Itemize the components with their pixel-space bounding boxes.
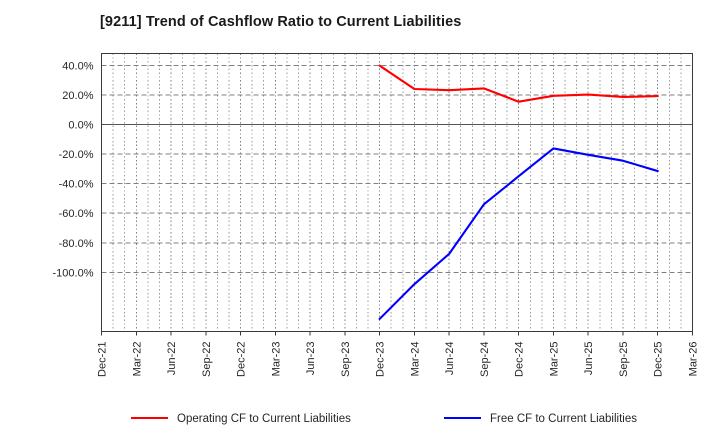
x-tick-label: Dec-24 — [514, 342, 526, 377]
x-tick-label: Sep-23 — [340, 342, 352, 377]
x-axis-tick-labels: Dec-21 Mar-22 Jun-22 Sep-22 Dec-22 Mar-23 Jun-… — [97, 342, 700, 377]
x-tick-label: Mar-22 — [131, 342, 143, 377]
y-tick-label: 0.0% — [68, 120, 93, 132]
x-tick-label: Jun-24 — [444, 342, 456, 376]
x-tick-label: Jun-23 — [305, 342, 317, 376]
x-tick-label: Jun-25 — [583, 342, 595, 376]
x-axis-tick-marks — [101, 331, 693, 336]
series-line-operating-cf — [378, 64, 659, 103]
x-tick-label: Dec-22 — [236, 342, 248, 377]
y-tick-label: -100.0% — [53, 267, 94, 279]
legend-label: Operating CF to Current Liabilities — [177, 413, 351, 425]
x-tick-label: Dec-25 — [653, 342, 665, 377]
x-tick-label: Sep-22 — [201, 342, 213, 377]
gridlines-major — [135, 53, 659, 332]
x-tick-label: Dec-21 — [97, 342, 109, 377]
y-tick-label: -80.0% — [59, 238, 94, 250]
x-tick-label: Mar-25 — [548, 342, 560, 377]
x-tick-label: Mar-23 — [270, 342, 282, 377]
x-tick-label: Jun-22 — [166, 342, 178, 376]
x-tick-label: Dec-23 — [375, 342, 387, 377]
legend-label: Free CF to Current Liabilities — [490, 413, 637, 425]
plot-frame — [100, 52, 694, 333]
x-tick-label: Sep-25 — [618, 342, 630, 377]
y-tick-label: -60.0% — [59, 208, 94, 220]
data-series-lines — [378, 64, 659, 320]
x-tick-label: Sep-24 — [479, 342, 491, 377]
y-tick-label: 40.0% — [62, 60, 93, 72]
x-tick-label: Mar-24 — [409, 342, 421, 377]
series-line-free-cf — [378, 147, 659, 320]
y-tick-label: 20.0% — [62, 90, 93, 102]
x-tick-label: Mar-26 — [688, 342, 700, 377]
page-title: [9211] Trend of Cashflow Ratio to Curren… — [100, 14, 462, 30]
chart-legend: Operating CF to Current Liabilities Free … — [131, 413, 637, 425]
y-tick-label: -20.0% — [59, 149, 94, 161]
y-tick-label: -40.0% — [59, 179, 94, 191]
y-axis-tick-labels: 40.0% 20.0% 0.0% -20.0% -40.0% -60.0% -80.0% -1… — [53, 60, 94, 279]
